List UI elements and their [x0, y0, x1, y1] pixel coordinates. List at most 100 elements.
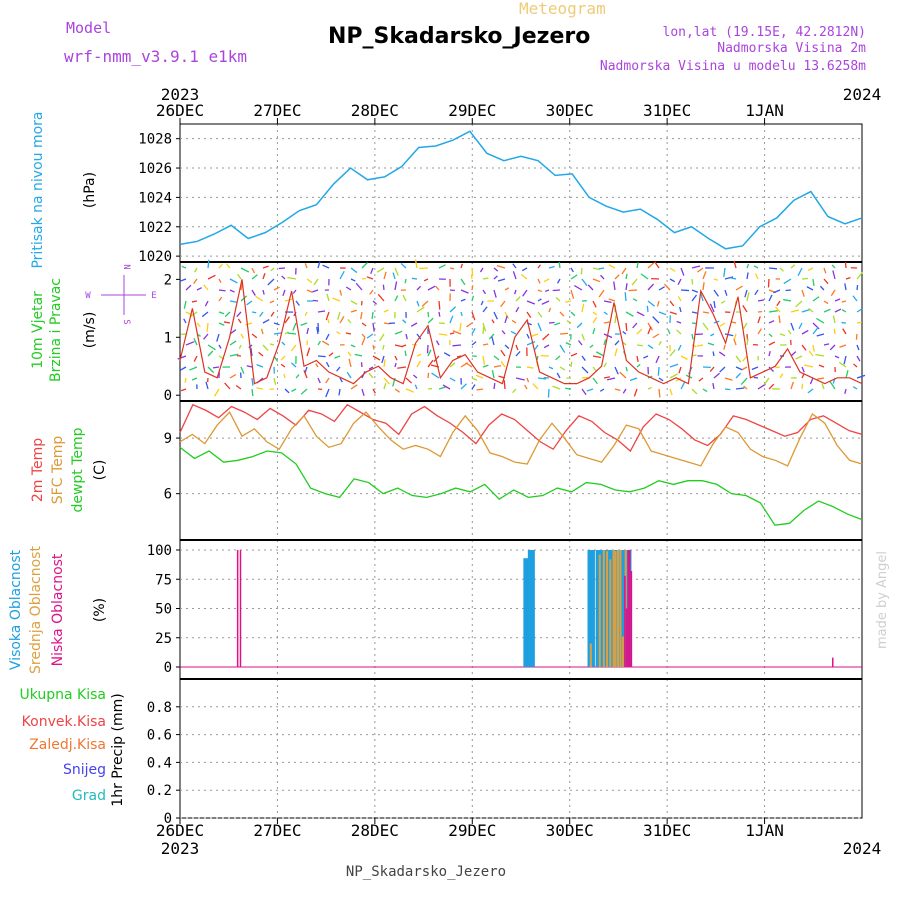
wind-arrow [382, 284, 385, 291]
wind-arrow [757, 299, 765, 302]
wind-arrow [366, 333, 374, 339]
wind-arrow [669, 373, 679, 379]
wind-arrow [647, 386, 652, 390]
wind-arrow [526, 377, 530, 383]
wind-arrow [377, 293, 385, 302]
wind-arrow [614, 348, 618, 357]
wind-arrow [742, 355, 748, 362]
wind-arrow [657, 366, 660, 376]
wind-arrow [223, 321, 231, 324]
precip-label-convective: Konvek.Kisa [22, 714, 106, 730]
wind-arrow [843, 355, 847, 365]
wind-arrow [514, 289, 517, 295]
wind-arrow [801, 277, 809, 280]
cloud-bar-1 [609, 559, 612, 667]
wind-arrow [735, 366, 743, 371]
cloud-label-mid: Srednja Oblacnost [28, 546, 44, 674]
wind-arrow [829, 381, 836, 390]
wind-arrow [537, 278, 541, 284]
wind-arrow [599, 388, 605, 392]
wind-arrow [431, 372, 440, 379]
wind-arrow [724, 333, 734, 337]
wind-arrow [345, 332, 352, 335]
elevation-model: Nadmorska Visina u modelu 13.6258m [600, 59, 866, 74]
wind-arrow [196, 322, 201, 328]
wind-arrow [213, 388, 220, 397]
wind-arrow [460, 298, 466, 302]
wind-arrow [570, 361, 573, 368]
wind-arrow [807, 388, 814, 394]
cloud-bar-1 [624, 550, 627, 667]
wind-arrow [656, 300, 660, 307]
wind-arrow [592, 311, 598, 316]
wind-arrow [808, 307, 814, 313]
wind-arrow [526, 311, 532, 319]
wind-arrow [368, 372, 374, 379]
wind-arrow [592, 267, 600, 271]
wind-arrow [823, 300, 829, 305]
precip-unit: 1hr Precip (mm) [110, 693, 126, 806]
wind-arrow [438, 333, 448, 336]
cloud-label-high: Visoka Oblacnost [8, 549, 24, 670]
wind-arrow [520, 273, 528, 280]
wind-arrow [416, 353, 422, 357]
year-start-bottom: 2023 [161, 839, 200, 858]
wind-arrow [287, 276, 297, 280]
wind-arrow [515, 377, 525, 381]
wind-arrow [832, 315, 836, 324]
wind-arrow [767, 278, 770, 288]
wind-arrow [823, 278, 829, 285]
wind-arrow [768, 320, 775, 324]
wind-arrow [438, 311, 441, 317]
wind-arrow [768, 294, 773, 302]
wind-arrow [515, 306, 520, 313]
wind-arrow [735, 372, 742, 379]
wind-arrow [680, 355, 688, 360]
wind-arrow [586, 388, 594, 392]
wind-arrow [819, 285, 825, 291]
wind-arrow [287, 332, 297, 335]
wind-arrow [416, 360, 421, 368]
temp-line-0 [179, 403, 863, 453]
wind-arrow [383, 359, 386, 368]
wind-arrow [797, 267, 803, 276]
wind-arrow [258, 351, 264, 357]
wind-arrow [757, 328, 763, 335]
wind-arrow [370, 267, 374, 274]
wind-arrow [795, 355, 803, 360]
wind-arrow [757, 383, 766, 390]
wind-arrow [640, 273, 649, 280]
wind-arrow [435, 285, 440, 291]
wind-arrow [838, 361, 847, 368]
wind-arrow [625, 322, 628, 331]
year-end-bottom: 2024 [843, 839, 882, 858]
date-label-bottom: 30DEC [546, 821, 594, 840]
wind-arrow [697, 267, 704, 273]
y-tick-label: 1026 [138, 161, 172, 177]
wind-arrow [852, 295, 858, 302]
wind-arrow [669, 363, 679, 368]
wind-arrow [603, 300, 612, 304]
wind-arrow [177, 355, 187, 360]
wind-arrow [566, 320, 572, 324]
wind-arrow [768, 267, 778, 270]
wind-arrow [669, 300, 675, 307]
wind-arrow [679, 306, 682, 313]
wind-arrow [667, 329, 671, 335]
wind-arrow [581, 366, 589, 374]
wind-arrow [368, 366, 374, 370]
wind-arrow [414, 384, 418, 390]
wind-arrow [720, 300, 726, 304]
wind-arrow [806, 286, 814, 291]
wind-arrow [680, 267, 685, 276]
wind-arrow [768, 366, 775, 373]
wind-arrow [185, 341, 195, 346]
wind-arrow [710, 333, 715, 337]
wind-arrow [350, 300, 358, 305]
wind-arrow [504, 311, 510, 320]
wind-arrow [559, 366, 566, 371]
cloud-bar-2 [239, 550, 242, 667]
y-tick-label: 1028 [138, 132, 172, 148]
wind-arrow [339, 270, 345, 280]
wind-arrow [636, 363, 641, 368]
